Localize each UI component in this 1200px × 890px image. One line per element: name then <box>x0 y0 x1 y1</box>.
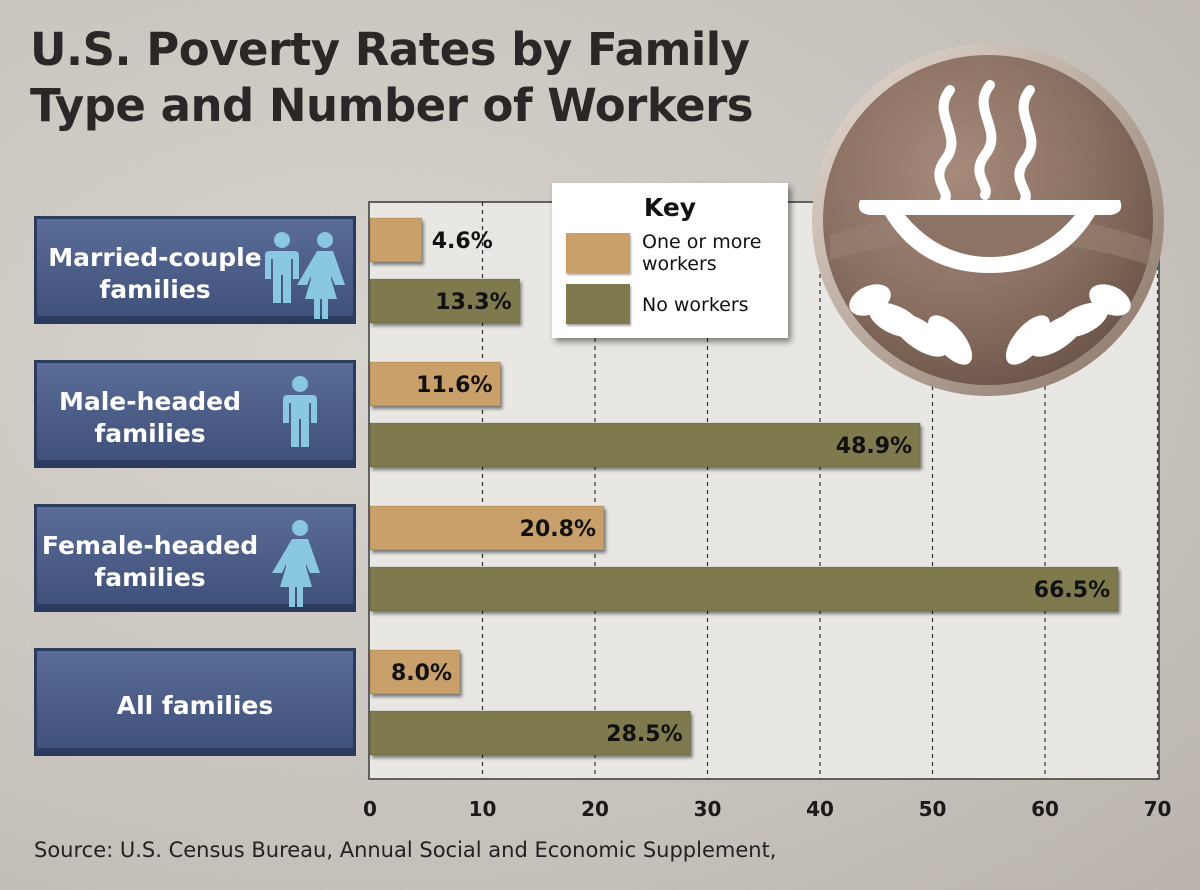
category-box: Male-headed families <box>34 360 356 468</box>
category-box: Female-headed families <box>34 504 356 612</box>
bars: 4.6% 11.6% 20.8% 8.0% 13.3% 48.9% 66.5% 28.5% <box>369 217 1119 756</box>
bar <box>369 361 501 407</box>
chart-title-line2: Type and Number of Workers <box>30 79 754 132</box>
bar <box>369 505 605 551</box>
bar <box>369 422 921 468</box>
bar <box>369 566 1119 612</box>
chart-title: U.S. Poverty Rates by Family Type and Nu… <box>30 22 754 134</box>
x-tick-label: 70 <box>1144 797 1172 821</box>
category-label-line2: families <box>94 419 205 448</box>
category-label-line2: families <box>99 275 210 304</box>
x-tick-label: 50 <box>919 797 947 821</box>
man-icon <box>283 376 317 447</box>
woman-icon <box>272 520 320 607</box>
soup-bowl-hands-icon <box>812 45 1164 396</box>
category-box: Married-couple families <box>34 216 356 324</box>
man-icon <box>265 232 299 303</box>
x-axis-ticks: 0 10 20 30 40 50 60 70 <box>363 797 1171 821</box>
legend-swatch-no-workers <box>566 284 630 324</box>
bar-value-label: 13.3% <box>435 290 511 315</box>
x-tick-label: 40 <box>806 797 834 821</box>
x-tick-label: 30 <box>694 797 722 821</box>
chart-title-line1: U.S. Poverty Rates by Family <box>30 23 750 76</box>
legend-swatch-one-or-more <box>566 233 630 273</box>
bar-value-label: 8.0% <box>391 661 452 686</box>
bar <box>369 710 692 756</box>
bar-value-label: 66.5% <box>1034 578 1110 603</box>
legend-title: Key <box>643 193 697 222</box>
bar-value-label: 4.6% <box>432 229 493 254</box>
category-label-line1: Male-headed <box>59 387 241 416</box>
bar-value-label: 28.5% <box>606 722 682 747</box>
bar-value-label: 11.6% <box>416 373 492 398</box>
legend-label-no-workers: No workers <box>642 294 749 316</box>
source-note: Source: U.S. Census Bureau, Annual Socia… <box>34 838 777 862</box>
category-labels: Married-couple families Male-headed familie… <box>34 216 356 756</box>
x-tick-label: 20 <box>581 797 609 821</box>
bar <box>369 217 423 263</box>
bar-value-label: 48.9% <box>836 434 912 459</box>
x-tick-label: 60 <box>1031 797 1059 821</box>
bar-value-label: 20.8% <box>520 517 596 542</box>
legend: Key One or more workers No workers <box>552 183 788 338</box>
category-label-line2: families <box>94 563 205 592</box>
category-label-line1: Married-couple <box>48 243 261 272</box>
category-box: All families <box>34 648 356 756</box>
bar <box>369 278 521 324</box>
bar <box>369 649 461 695</box>
category-label: All families <box>117 691 274 720</box>
x-tick-label: 0 <box>363 797 377 821</box>
legend-label-one-or-more: One or more workers <box>642 231 762 275</box>
category-label-line1: Female-headed <box>42 531 258 560</box>
x-tick-label: 10 <box>469 797 497 821</box>
woman-icon <box>297 232 345 319</box>
